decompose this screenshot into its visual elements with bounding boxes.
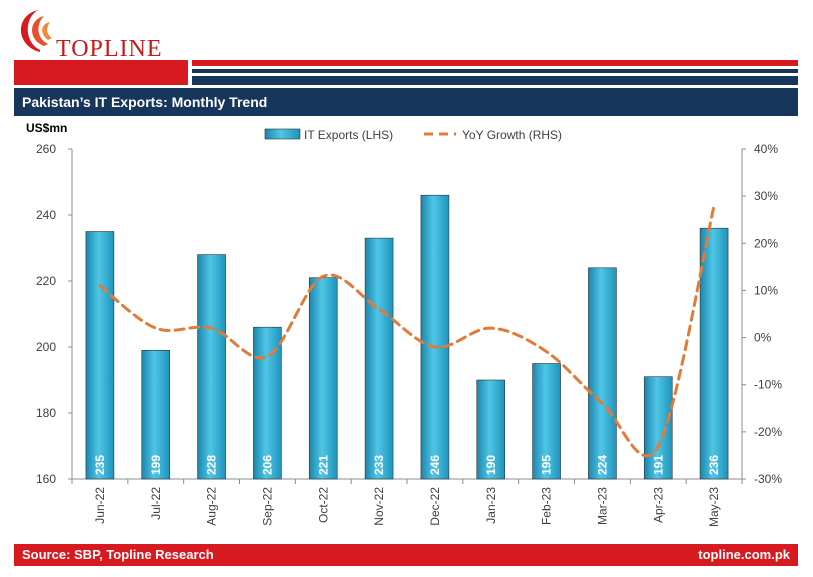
bar [643,376,673,480]
bar-data-label: 233 [372,455,386,475]
y2-tick-label: 10% [754,283,778,297]
y-tick-label: 240 [36,208,56,222]
topline-logo: TOPLINE [10,6,190,62]
chart-title: Pakistan’s IT Exports: Monthly Trend [14,88,798,116]
x-tick-label: Apr-23 [651,487,665,523]
x-tick-label: Mar-23 [595,487,609,525]
y2-tick-label: -10% [754,378,782,392]
bar [141,350,171,480]
chart-axes: 160 180 200 220 240 260 -30% -20% -10% 0% 10% 20% 30… [36,142,782,527]
header-stripes [192,60,798,85]
x-tick-label: Jan-23 [484,487,498,524]
x-tick-label: May-23 [707,487,721,527]
legend-line-label: YoY Growth (RHS) [462,128,562,142]
bar [253,326,282,480]
y2-tick-label: 20% [754,236,778,250]
bar-data-label: 206 [260,455,274,475]
bar [699,227,729,480]
bar [85,231,115,480]
bar-data-label: 195 [540,455,554,475]
website-link[interactable]: topline.com.pk [698,547,790,562]
line-series [98,204,716,458]
bar [197,254,226,480]
x-tick-label: Aug-22 [205,487,219,526]
yoy-growth-line [98,204,716,458]
y2-tick-label: 0% [754,331,772,345]
y-tick-label: 180 [36,406,56,420]
bar-data-label: 221 [316,455,330,475]
x-tick-label: Dec-22 [428,487,442,526]
it-exports-chart: US$mn IT Exports (LHS) YoY Growth (RHS) 1… [26,121,782,527]
logo-text: TOPLINE [56,36,163,62]
footer-bar: Source: SBP, Topline Research topline.co… [14,544,798,566]
y-tick-label: 260 [36,142,56,156]
data-labels: 235 199 228 206 221 233 246 190 195 224 191 236 [93,455,721,475]
bar [588,267,617,480]
y-tick-label: 200 [36,340,56,354]
bar-data-label: 246 [428,455,442,475]
header-red-block [14,60,188,85]
y2-tick-label: -30% [754,472,782,486]
bar-data-label: 228 [205,455,219,475]
bar [308,277,338,480]
bar [532,363,561,480]
source-note: Source: SBP, Topline Research [22,547,214,562]
y-tick-label: 160 [36,472,56,486]
legend-bar-label: IT Exports (LHS) [304,128,393,142]
y-tick-label: 220 [36,274,56,288]
x-tick-label: Feb-23 [540,487,554,525]
bar-series [85,194,729,480]
x-tick-label: Jun-22 [93,487,107,524]
x-tick-label: Oct-22 [316,487,330,523]
chart-legend: IT Exports (LHS) YoY Growth (RHS) [264,128,562,142]
bar [420,194,450,480]
bar-data-label: 224 [595,455,609,475]
legend-bar-swatch [264,128,301,140]
y2-tick-label: 40% [754,142,778,156]
topline-swoosh-icon [20,10,52,52]
y2-tick-label: 30% [754,189,778,203]
bar-data-label: 236 [707,455,721,475]
y-axis-label: US$mn [26,121,67,135]
bar [476,379,506,480]
bar-data-label: 191 [651,455,665,475]
y2-tick-label: -20% [754,425,782,439]
x-tick-label: Jul-22 [149,487,163,520]
bar [364,237,394,480]
x-tick-label: Nov-22 [372,487,386,526]
bar-data-label: 190 [484,455,498,475]
bar-data-label: 199 [149,455,163,475]
bar-data-label: 235 [93,455,107,475]
x-tick-label: Sep-22 [260,487,274,526]
